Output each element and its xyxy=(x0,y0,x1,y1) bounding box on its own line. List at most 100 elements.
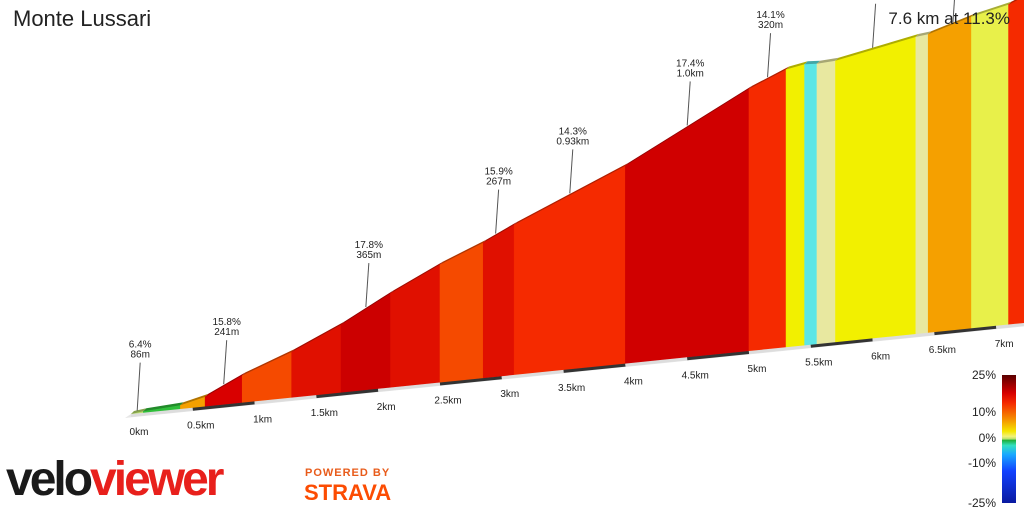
profile-segment-5 xyxy=(291,324,342,398)
scale-label-25: 25% xyxy=(971,368,996,382)
annotations: 6.4%86m 15.8%241m 17.8%365m 15.9%267m 14.3%0… xyxy=(129,0,955,411)
powered-by-label: POWERED BY xyxy=(305,467,391,479)
x-tick-label: 2.5km xyxy=(434,396,461,407)
annotation-gradient: 6.4% xyxy=(129,340,152,351)
profile-segment-10 xyxy=(513,165,626,376)
distance-band-13 xyxy=(934,325,997,336)
x-tick-label: 1.5km xyxy=(311,408,338,419)
distance-band-0 xyxy=(130,407,193,417)
x-tick-label: 6.5km xyxy=(929,345,956,356)
annotation-length: 241m xyxy=(214,327,239,338)
distance-band-7 xyxy=(563,363,626,373)
distance-band-9 xyxy=(687,351,750,361)
x-tick-label: 5.5km xyxy=(805,358,832,369)
profile-segment-top-11 xyxy=(625,85,752,166)
climb-title: Monte Lussari xyxy=(13,6,152,31)
profile-segments xyxy=(130,0,1024,415)
distance-band-6 xyxy=(501,369,564,380)
strava-logo[interactable]: STRAVA xyxy=(304,480,392,505)
profile-segment-16 xyxy=(835,36,917,343)
gradient-color-scale xyxy=(1002,375,1016,503)
distance-band-3 xyxy=(316,388,379,399)
annotation-length: 1.0km xyxy=(677,68,704,79)
annotation-leader xyxy=(872,3,877,48)
profile-segment-top-17 xyxy=(915,31,932,37)
profile-segment-top-1 xyxy=(143,402,184,412)
profile-segment-top-20 xyxy=(1008,0,1018,5)
x-tick-label: 1km xyxy=(253,414,272,425)
profile-segment-top-16 xyxy=(835,33,919,61)
profile-segment-13 xyxy=(785,63,805,348)
distance-axis: 0km 0.5km 1km 1.5km 2km 2.5km 3km 3.5km 4km 4.5km… xyxy=(130,322,1024,438)
distance-band-14 xyxy=(996,322,1024,329)
annotation-gradient: 17.8% xyxy=(355,240,383,251)
distance-band-11 xyxy=(810,338,873,348)
scale-label-neg25: -25% xyxy=(967,496,996,510)
annotation-length: 0.93km xyxy=(556,136,589,147)
profile-segment-top-15 xyxy=(816,57,839,64)
annotation-length: 86m xyxy=(130,350,149,361)
profile-segment-top-9 xyxy=(483,221,518,243)
x-tick-label: 7km xyxy=(995,339,1014,350)
profile-segment-top-4 xyxy=(242,348,295,376)
distance-band-12 xyxy=(872,332,935,342)
profile-segment-11 xyxy=(625,88,750,364)
annotation-leader xyxy=(767,33,772,78)
profile-segment-8 xyxy=(439,242,484,383)
profile-segment-9 xyxy=(482,224,515,379)
profile-segment-top-18 xyxy=(928,13,975,35)
annotation-length: 267m xyxy=(486,177,511,188)
profile-segment-top-12 xyxy=(749,66,790,89)
annotation-length: 320m xyxy=(758,20,783,31)
profile-segment-12 xyxy=(748,69,787,352)
x-tick-label: 4.5km xyxy=(682,370,709,381)
annotation-leader xyxy=(569,149,574,194)
profile-segment-top-7 xyxy=(390,261,443,294)
profile-segment-top-13 xyxy=(786,61,808,70)
profile-segment-15 xyxy=(816,60,836,345)
profile-segment-20 xyxy=(1008,0,1024,325)
profile-segment-7 xyxy=(390,264,441,388)
annotation-leader xyxy=(952,0,955,23)
profile-segment-top-3 xyxy=(205,372,246,397)
distance-band-4 xyxy=(378,382,441,392)
scale-label-neg10: -10% xyxy=(967,456,996,470)
profile-segment-top-0 xyxy=(131,408,147,414)
climb-summary: 7.6 km at 11.3% xyxy=(888,9,1010,28)
annotation-leader xyxy=(495,189,500,234)
scale-label-0: 0% xyxy=(978,431,996,445)
x-tick-label: 5km xyxy=(748,364,767,375)
annotation-gradient: 15.8% xyxy=(213,317,241,328)
annotation-gradient: 15.9% xyxy=(484,167,512,178)
profile-segment-18 xyxy=(927,16,972,334)
annotation-gradient: 14.1% xyxy=(756,10,784,21)
annotation-leader xyxy=(223,340,228,385)
profile-segment-top-5 xyxy=(291,321,345,352)
distance-band-2 xyxy=(254,395,317,405)
profile-segment-top-19 xyxy=(971,1,1012,17)
annotation-leader xyxy=(686,81,691,126)
annotation-leader xyxy=(365,262,370,308)
annotation-gradient: 14.3% xyxy=(559,126,587,137)
x-tick-label: 3km xyxy=(500,389,519,400)
x-tick-label: 3.5km xyxy=(558,383,585,394)
distance-band-8 xyxy=(625,357,688,367)
distance-band-10 xyxy=(748,344,811,354)
profile-segment-top-14 xyxy=(804,60,820,65)
distance-band-1 xyxy=(192,401,255,411)
x-tick-label: 6km xyxy=(871,351,890,362)
x-tick-label: 2km xyxy=(377,402,396,413)
annotation-length: 365m xyxy=(356,250,381,261)
veloviewer-logo[interactable]: veloviewer xyxy=(6,452,224,507)
logo-viewer-part: viewer xyxy=(90,453,224,506)
profile-segment-top-2 xyxy=(180,393,209,406)
logo-velo-part: velo xyxy=(6,453,93,506)
x-tick-label: 0.5km xyxy=(187,421,214,432)
distance-band-5 xyxy=(439,376,502,386)
x-tick-label: 4km xyxy=(624,377,643,388)
profile-segment-top-6 xyxy=(341,290,394,325)
profile-segment-17 xyxy=(915,33,929,335)
profile-segment-4 xyxy=(241,351,292,403)
profile-segment-top-8 xyxy=(440,239,487,265)
